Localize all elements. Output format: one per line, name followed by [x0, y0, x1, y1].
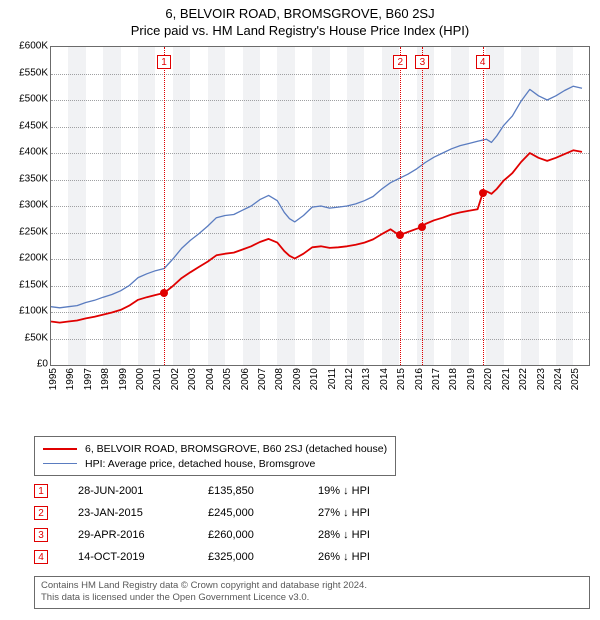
sale-marker-dot	[160, 289, 168, 297]
x-tick-label: 2017	[431, 368, 442, 390]
plot-area: 1 23 4	[50, 46, 590, 366]
sale-marker-line	[422, 47, 423, 365]
y-tick-label: £150K	[8, 279, 48, 290]
sales-row-diff: 26% ↓ HPI	[318, 551, 418, 563]
x-tick-label: 2005	[222, 368, 233, 390]
x-tick-label: 1996	[65, 368, 76, 390]
x-tick-label: 2010	[309, 368, 320, 390]
x-tick-label: 2023	[536, 368, 547, 390]
series-property	[51, 150, 582, 322]
sales-row-date: 29-APR-2016	[78, 529, 208, 541]
sales-row-price: £260,000	[208, 529, 318, 541]
footer-line1: Contains HM Land Registry data © Crown c…	[41, 580, 583, 592]
sales-row-date: 28-JUN-2001	[78, 485, 208, 497]
x-tick-label: 2008	[274, 368, 285, 390]
x-tick-label: 2001	[152, 368, 163, 390]
legend-item-property: 6, BELVOIR ROAD, BROMSGROVE, B60 2SJ (de…	[43, 441, 387, 456]
sales-row-marker: 2	[34, 506, 48, 520]
x-tick-label: 2000	[135, 368, 146, 390]
sales-row-date: 23-JAN-2015	[78, 507, 208, 519]
series-hpi	[51, 86, 582, 308]
sales-row-diff: 28% ↓ HPI	[318, 529, 418, 541]
x-tick-label: 2021	[501, 368, 512, 390]
chart-title-address: 6, BELVOIR ROAD, BROMSGROVE, B60 2SJ	[0, 6, 600, 21]
sale-marker-box: 3	[415, 55, 429, 69]
line-series-svg	[51, 47, 589, 365]
chart-title-subtitle: Price paid vs. HM Land Registry's House …	[0, 23, 600, 38]
sale-marker-line	[164, 47, 165, 365]
x-tick-label: 2015	[396, 368, 407, 390]
sales-row-marker: 3	[34, 528, 48, 542]
sales-row-marker: 4	[34, 550, 48, 564]
x-tick-label: 1998	[100, 368, 111, 390]
x-tick-label: 2016	[414, 368, 425, 390]
x-tick-label: 2006	[240, 368, 251, 390]
sales-row-date: 14-OCT-2019	[78, 551, 208, 563]
x-tick-label: 2004	[205, 368, 216, 390]
sales-row: 2 23-JAN-2015£245,00027% ↓ HPI	[34, 502, 418, 524]
sale-marker-box: 4	[476, 55, 490, 69]
sales-row: 3 29-APR-2016£260,00028% ↓ HPI	[34, 524, 418, 546]
sales-row: 1 28-JUN-2001£135,85019% ↓ HPI	[34, 480, 418, 502]
x-tick-label: 2024	[553, 368, 564, 390]
x-tick-label: 2003	[187, 368, 198, 390]
sale-marker-box: 2	[393, 55, 407, 69]
x-tick-label: 2020	[483, 368, 494, 390]
y-tick-label: £600K	[8, 41, 48, 52]
sale-marker-dot	[418, 223, 426, 231]
x-tick-label: 2007	[257, 368, 268, 390]
y-tick-label: £250K	[8, 226, 48, 237]
x-tick-label: 2012	[344, 368, 355, 390]
x-tick-label: 2014	[379, 368, 390, 390]
y-tick-label: £50K	[8, 332, 48, 343]
sale-marker-line	[400, 47, 401, 365]
legend: 6, BELVOIR ROAD, BROMSGROVE, B60 2SJ (de…	[34, 436, 396, 476]
chart-area: 1 23 4 £0 £50K £100K £150K £200K £250K £300K £350…	[8, 46, 592, 402]
legend-swatch-blue	[43, 463, 77, 464]
y-tick-label: £350K	[8, 173, 48, 184]
sales-row-price: £135,850	[208, 485, 318, 497]
sales-row: 4 14-OCT-2019£325,00026% ↓ HPI	[34, 546, 418, 568]
x-tick-label: 2011	[327, 368, 338, 390]
x-tick-label: 1995	[48, 368, 59, 390]
x-tick-label: 2025	[570, 368, 581, 390]
footer-line2: This data is licensed under the Open Gov…	[41, 592, 583, 604]
y-tick-label: £200K	[8, 253, 48, 264]
legend-item-hpi: HPI: Average price, detached house, Brom…	[43, 456, 387, 471]
y-tick-label: £450K	[8, 120, 48, 131]
sales-row-marker: 1	[34, 484, 48, 498]
legend-swatch-red	[43, 448, 77, 450]
sale-marker-box: 1	[157, 55, 171, 69]
sale-marker-dot	[479, 189, 487, 197]
legend-label-hpi: HPI: Average price, detached house, Brom…	[85, 458, 315, 470]
y-tick-label: £550K	[8, 67, 48, 78]
y-tick-label: £100K	[8, 306, 48, 317]
x-tick-label: 2009	[292, 368, 303, 390]
sale-marker-line	[483, 47, 484, 365]
x-tick-label: 2013	[361, 368, 372, 390]
x-tick-label: 2022	[518, 368, 529, 390]
y-tick-label: £400K	[8, 147, 48, 158]
sales-row-diff: 27% ↓ HPI	[318, 507, 418, 519]
x-tick-label: 1997	[83, 368, 94, 390]
x-tick-label: 2002	[170, 368, 181, 390]
footer-attribution: Contains HM Land Registry data © Crown c…	[34, 576, 590, 609]
sale-marker-dot	[396, 231, 404, 239]
sales-row-price: £325,000	[208, 551, 318, 563]
y-tick-label: £0	[8, 359, 48, 370]
x-tick-label: 2019	[466, 368, 477, 390]
sales-table: 1 28-JUN-2001£135,85019% ↓ HPI 2 23-JAN-201…	[34, 480, 418, 568]
x-tick-label: 1999	[118, 368, 129, 390]
sales-row-diff: 19% ↓ HPI	[318, 485, 418, 497]
x-tick-label: 2018	[448, 368, 459, 390]
legend-label-property: 6, BELVOIR ROAD, BROMSGROVE, B60 2SJ (de…	[85, 443, 387, 455]
sales-row-price: £245,000	[208, 507, 318, 519]
y-tick-label: £500K	[8, 94, 48, 105]
y-tick-label: £300K	[8, 200, 48, 211]
